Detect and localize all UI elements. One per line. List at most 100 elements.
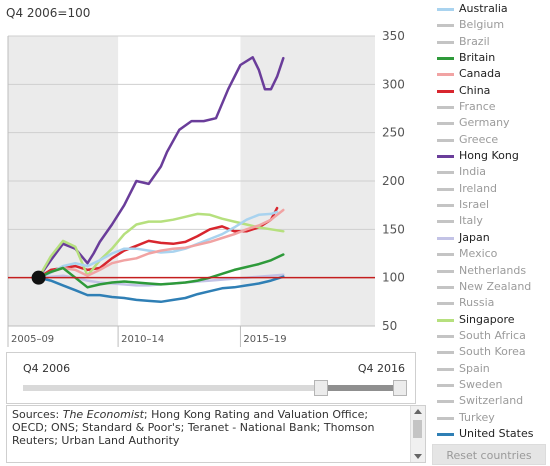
- legend-label: Israel: [459, 198, 490, 212]
- legend-swatch: [437, 187, 454, 191]
- legend-swatch: [437, 8, 454, 11]
- legend-item[interactable]: Belgium: [435, 17, 550, 33]
- slider-start-handle[interactable]: [314, 380, 328, 396]
- legend-item[interactable]: Greece: [435, 132, 550, 148]
- legend-item[interactable]: Japan: [435, 230, 550, 246]
- sources-scrollbar[interactable]: [410, 406, 425, 462]
- legend-swatch: [437, 416, 454, 420]
- scroll-up-icon[interactable]: [414, 409, 422, 414]
- legend-swatch: [437, 40, 454, 44]
- y-tick-label: 200: [382, 174, 405, 188]
- y-tick-label: 300: [382, 77, 405, 91]
- legend-item[interactable]: India: [435, 164, 550, 180]
- x-period-label: 2015–19: [243, 334, 286, 345]
- legend-item[interactable]: Israel: [435, 197, 550, 213]
- legend-item[interactable]: Germany: [435, 115, 550, 131]
- legend-label: Singapore: [459, 312, 515, 326]
- legend-swatch: [437, 367, 454, 371]
- legend-label: China: [459, 83, 491, 97]
- legend-label: Japan: [459, 230, 490, 244]
- legend-item[interactable]: South Korea: [435, 344, 550, 360]
- legend-item[interactable]: Italy: [435, 213, 550, 229]
- legend-swatch: [437, 57, 454, 61]
- legend-label: Britain: [459, 51, 496, 65]
- legend-label: Italy: [459, 214, 483, 228]
- country-legend: Australia Belgium Brazil Britain Canada China…: [435, 1, 550, 442]
- legend-item[interactable]: Brazil: [435, 34, 550, 50]
- sources-rest: ; Hong Kong Rating and Valuation Office;…: [12, 408, 375, 447]
- legend-label: Switzerland: [459, 394, 524, 408]
- legend-swatch: [437, 432, 454, 436]
- legend-swatch: [437, 334, 454, 338]
- legend-item[interactable]: Australia: [435, 1, 550, 17]
- legend-swatch: [437, 204, 454, 208]
- slider-selected-range: [314, 385, 400, 391]
- legend-swatch: [437, 122, 454, 126]
- legend-item[interactable]: Spain: [435, 361, 550, 377]
- legend-swatch: [437, 302, 454, 306]
- y-tick-label: 250: [382, 126, 405, 140]
- legend-item[interactable]: China: [435, 83, 550, 99]
- legend-swatch: [437, 400, 454, 404]
- legend-item[interactable]: Netherlands: [435, 263, 550, 279]
- legend-item[interactable]: Singapore: [435, 312, 550, 328]
- legend-swatch: [437, 269, 454, 273]
- legend-item[interactable]: Sweden: [435, 377, 550, 393]
- legend-label: Spain: [459, 361, 490, 375]
- legend-item[interactable]: Canada: [435, 66, 550, 82]
- legend-swatch: [437, 89, 454, 93]
- series-line: [37, 210, 279, 279]
- legend-item[interactable]: Turkey: [435, 410, 550, 426]
- legend-label: Russia: [459, 296, 495, 310]
- series-line: [37, 56, 285, 279]
- y-tick-label: 100: [382, 271, 405, 285]
- legend-item[interactable]: Switzerland: [435, 393, 550, 409]
- legend-label: Ireland: [459, 181, 498, 195]
- legend-label: Belgium: [459, 18, 505, 32]
- sources-prefix: Sources:: [12, 408, 63, 421]
- legend-swatch: [437, 220, 454, 224]
- legend-item[interactable]: Russia: [435, 295, 550, 311]
- base-point-marker: [31, 270, 46, 285]
- y-tick-label: 50: [382, 319, 397, 333]
- series-line: [37, 275, 285, 304]
- legend-label: Sweden: [459, 377, 503, 391]
- scroll-down-icon[interactable]: [414, 454, 422, 459]
- slider-track[interactable]: [23, 385, 405, 391]
- legend-label: Germany: [459, 116, 510, 130]
- legend-item[interactable]: Hong Kong: [435, 148, 550, 164]
- scroll-thumb[interactable]: [413, 420, 422, 438]
- chart-subtitle: Q4 2006=100: [6, 6, 91, 20]
- legend-label: Turkey: [459, 410, 495, 424]
- legend-item[interactable]: Britain: [435, 50, 550, 66]
- legend-swatch: [437, 106, 454, 110]
- legend-item[interactable]: Ireland: [435, 181, 550, 197]
- legend-label: Brazil: [459, 34, 490, 48]
- y-tick-label: 350: [382, 29, 405, 43]
- legend-swatch: [437, 236, 454, 240]
- legend-swatch: [437, 383, 454, 387]
- legend-item[interactable]: New Zealand: [435, 279, 550, 295]
- legend-label: United States: [459, 426, 534, 440]
- legend-swatch: [437, 318, 454, 322]
- slider-end-handle[interactable]: [393, 380, 407, 396]
- legend-label: New Zealand: [459, 279, 532, 293]
- slider-end-label: Q4 2016: [357, 362, 405, 375]
- legend-item[interactable]: United States: [435, 426, 550, 442]
- x-period-label: 2010–14: [121, 334, 164, 345]
- legend-swatch: [437, 24, 454, 28]
- legend-label: South Korea: [459, 345, 526, 359]
- legend-label: India: [459, 165, 486, 179]
- x-period-label: 2005–09: [11, 334, 54, 345]
- y-tick-label: 150: [382, 222, 405, 236]
- sources-box: Sources: The Economist; Hong Kong Rating…: [6, 405, 426, 463]
- reset-countries-button[interactable]: Reset countries: [432, 444, 546, 465]
- legend-item[interactable]: France: [435, 99, 550, 115]
- series-line: [37, 208, 285, 279]
- legend-label: Mexico: [459, 247, 498, 261]
- legend-item[interactable]: Mexico: [435, 246, 550, 262]
- legend-item[interactable]: South Africa: [435, 328, 550, 344]
- house-price-chart: 50 100 150 200 250 300 350 2005–09 2010–14 2015–1…: [7, 29, 405, 347]
- legend-label: Hong Kong: [459, 149, 519, 163]
- series-line: [37, 253, 285, 289]
